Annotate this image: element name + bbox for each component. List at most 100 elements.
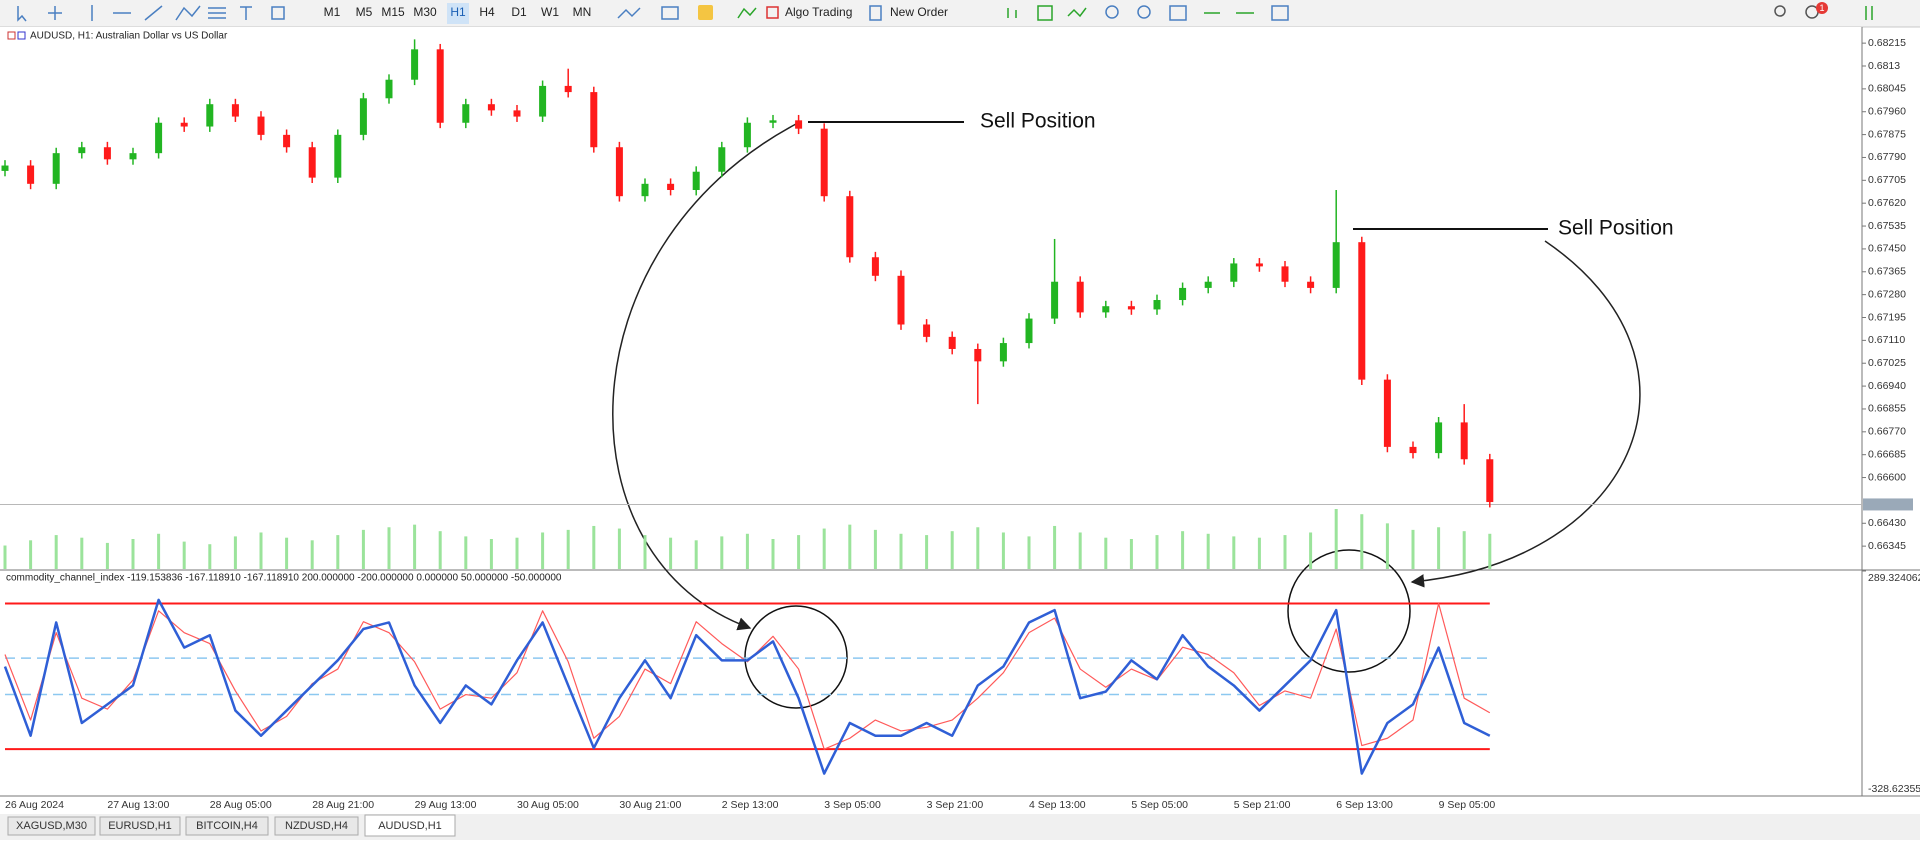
- template-icon[interactable]: [661, 6, 679, 20]
- channel-icon[interactable]: [175, 5, 201, 21]
- x-tick-label: 28 Aug 05:00: [210, 799, 272, 811]
- y-tick-label: 0.66855: [1868, 403, 1906, 415]
- volume-bar: [157, 533, 161, 569]
- tab[interactable]: [364, 814, 456, 837]
- candle-body: [1102, 306, 1110, 313]
- timeframe-button[interactable]: M1: [324, 5, 341, 19]
- candle-body: [385, 79, 393, 99]
- screenshot-icon[interactable]: [1271, 5, 1289, 21]
- volume-bar: [3, 545, 7, 569]
- chart-title: AUDUSD, H1: Australian Dollar vs US Doll…: [30, 31, 228, 42]
- signal-icon[interactable]: [1865, 6, 1873, 20]
- annotation-arrow: [1410, 240, 1641, 588]
- candle-body: [334, 134, 342, 178]
- x-tick-label: 3 Sep 05:00: [824, 799, 881, 811]
- tab-label[interactable]: NZDUSD,H4: [285, 820, 348, 832]
- candle-body: [564, 85, 572, 93]
- tab-label[interactable]: BITCOIN,H4: [196, 820, 258, 832]
- candle-body: [846, 196, 854, 258]
- y-tick-label: 0.66940: [1868, 380, 1906, 392]
- candle-body: [1358, 242, 1366, 380]
- y-tick-label: 0.67110: [1868, 334, 1905, 346]
- candle-body: [180, 122, 188, 127]
- volume-bar: [131, 539, 135, 569]
- volume-bar: [950, 531, 954, 569]
- tab-label[interactable]: EURUSD,H1: [108, 820, 172, 832]
- timeframe-button[interactable]: M5: [356, 5, 373, 19]
- zoom-out-icon[interactable]: [1137, 5, 1151, 19]
- y-tick-label: 0.67790: [1868, 151, 1906, 163]
- candle-body: [1230, 263, 1238, 282]
- volume-bar: [617, 528, 621, 569]
- volume-bar: [1283, 535, 1287, 569]
- toolbar-icons: [17, 5, 1873, 22]
- timeframe-button[interactable]: D1: [511, 5, 527, 19]
- volume-bar: [771, 539, 775, 569]
- search-icon[interactable]: [1774, 5, 1786, 17]
- y-tick-label: 0.67195: [1868, 311, 1906, 323]
- bars-icon[interactable]: [1007, 8, 1017, 18]
- candle-body: [206, 104, 214, 127]
- y-tick-label: 0.66685: [1868, 448, 1906, 460]
- tile-icon[interactable]: [1169, 5, 1187, 21]
- trendline-icon[interactable]: [144, 5, 163, 21]
- candle-body: [436, 49, 444, 123]
- notification-count: 1: [1819, 3, 1824, 13]
- tab-label[interactable]: XAGUSD,M30: [16, 820, 87, 832]
- timeframe-button[interactable]: MN: [573, 5, 592, 19]
- candle-body: [667, 183, 675, 191]
- indicator-title: commodity_channel_index -119.153836 -167…: [6, 573, 562, 584]
- tab[interactable]: [99, 816, 181, 836]
- candle-body: [52, 153, 60, 184]
- x-tick-label: 4 Sep 13:00: [1029, 799, 1086, 811]
- candle-body: [487, 104, 495, 111]
- tab[interactable]: [185, 816, 269, 836]
- timeframe-button[interactable]: H1: [450, 5, 466, 19]
- annotation-arrow: [612, 123, 797, 631]
- candles-icon[interactable]: [1037, 5, 1053, 21]
- y-tick-label: 0.66600: [1868, 471, 1906, 483]
- volume-bar: [873, 529, 877, 569]
- volume-bar: [1078, 532, 1082, 569]
- zoom-in-icon[interactable]: [1105, 5, 1119, 19]
- algo-icon[interactable]: [766, 6, 779, 19]
- line-icon[interactable]: [1067, 7, 1087, 18]
- volume-bar: [464, 536, 468, 569]
- crosshair-icon[interactable]: [48, 6, 62, 20]
- candle-body: [27, 165, 35, 184]
- volume-bar: [541, 532, 545, 569]
- algo-trading-button[interactable]: Algo Trading: [785, 5, 852, 19]
- new-order-button[interactable]: New Order: [890, 5, 948, 19]
- volume-bar: [1385, 523, 1389, 569]
- y-tick-label: 0.67620: [1868, 197, 1906, 209]
- timeframe-button[interactable]: M30: [413, 5, 437, 19]
- volume-bar: [1309, 532, 1313, 569]
- volume-bar: [182, 541, 186, 569]
- shapes-icon[interactable]: [271, 6, 285, 20]
- candle-body: [155, 122, 163, 154]
- text-icon[interactable]: [240, 6, 252, 20]
- candle-body: [1179, 287, 1187, 301]
- new-order-icon[interactable]: [869, 5, 882, 21]
- candle-body: [308, 147, 316, 178]
- fibo-icon[interactable]: [208, 7, 226, 19]
- timeframe-button[interactable]: M15: [381, 5, 405, 19]
- candle-body: [871, 257, 879, 276]
- indicator-icon[interactable]: [737, 7, 757, 19]
- volume-bar: [1257, 537, 1261, 569]
- tab[interactable]: [7, 816, 96, 836]
- timeframe-button[interactable]: W1: [541, 5, 559, 19]
- market-icon[interactable]: [698, 5, 713, 20]
- timeframe-button[interactable]: H4: [479, 5, 495, 19]
- candle-body: [641, 183, 649, 197]
- y-tick-label: -328.62355: [1868, 783, 1920, 795]
- volume-bar: [285, 537, 289, 569]
- chart-type-icon[interactable]: [617, 7, 641, 19]
- tab-label[interactable]: AUDUSD,H1: [378, 820, 442, 832]
- tab[interactable]: [274, 816, 359, 836]
- cursor-icon[interactable]: [17, 6, 27, 22]
- notification-badge: [1816, 2, 1828, 14]
- y-tick-label: 289.324062: [1868, 572, 1920, 584]
- candle-body: [1409, 446, 1417, 454]
